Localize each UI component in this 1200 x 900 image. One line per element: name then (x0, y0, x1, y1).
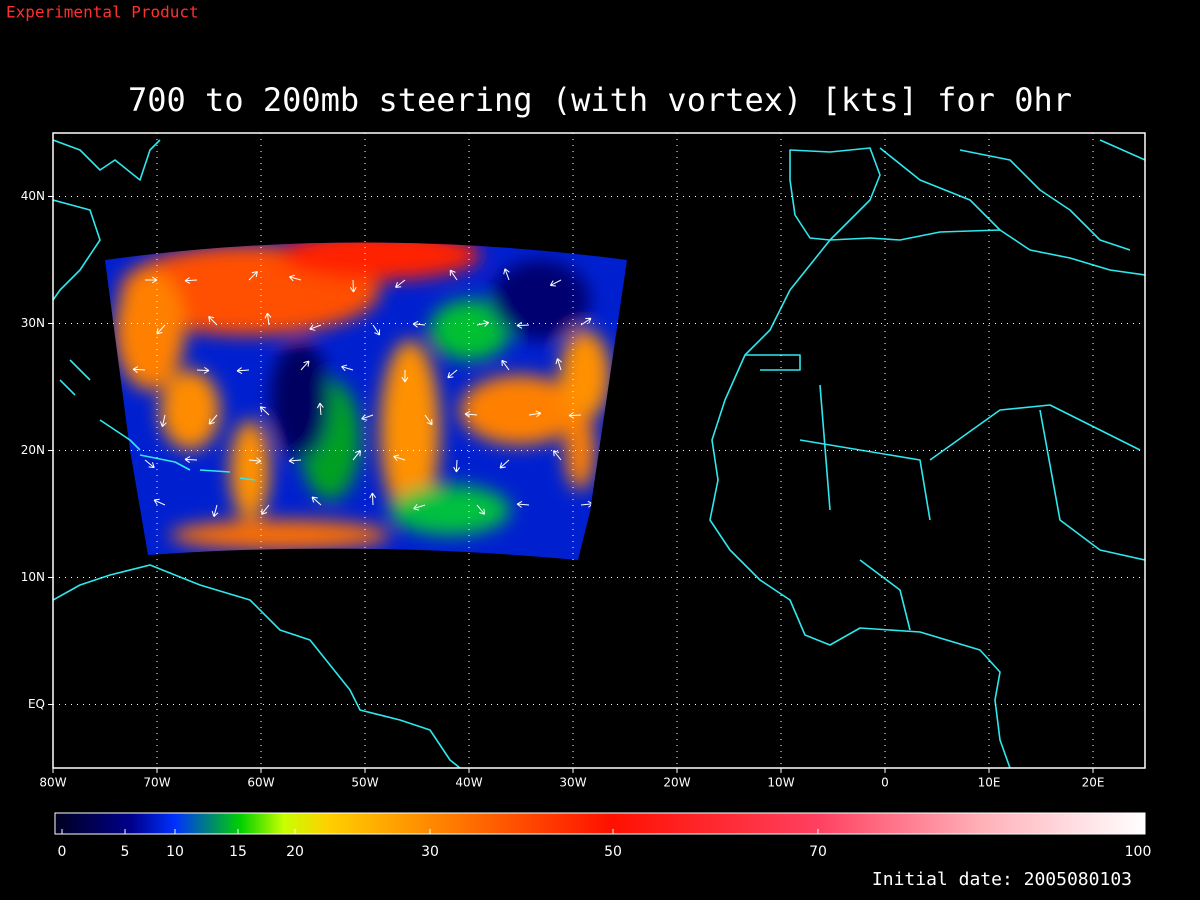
wind-arrow (464, 410, 478, 418)
coastlines (53, 139, 1145, 768)
wind-arrow (516, 321, 530, 329)
colorbar-label: 50 (604, 844, 622, 860)
wind-arrow (132, 366, 146, 373)
wind-arrow (248, 457, 262, 465)
wind-arrow (413, 504, 426, 511)
wind-arrow (309, 324, 322, 331)
x-tick-label: 40W (455, 776, 482, 790)
wind-arrow (476, 320, 490, 327)
colorbar (54, 812, 1146, 835)
colorbar-label: 20 (286, 844, 304, 860)
x-tick-label: 20E (1082, 776, 1105, 790)
wind-arrow (499, 459, 510, 469)
wind-arrow (184, 277, 198, 284)
wind-arrow (372, 324, 381, 336)
x-tick-label: 60W (247, 776, 274, 790)
wind-arrow (453, 459, 461, 473)
colorbar-label: 30 (421, 844, 439, 860)
colorbar-label: 100 (1125, 844, 1152, 860)
experimental-label: Experimental Product (6, 3, 199, 22)
wind-arrow (447, 369, 458, 379)
wind-arrow (393, 454, 406, 461)
wind-arrow (516, 500, 530, 508)
colorbar-label: 15 (229, 844, 247, 860)
wind-arrow (160, 414, 167, 428)
x-tick-label: 30W (559, 776, 586, 790)
x-tick-label: 20W (663, 776, 690, 790)
wind-arrow (501, 359, 510, 371)
colorbar-label: 70 (809, 844, 827, 860)
wind-arrow (145, 276, 158, 284)
wind-arrow (401, 369, 409, 383)
x-tick-label: 80W (39, 776, 66, 790)
x-tick-label: 10W (767, 776, 794, 790)
y-tick-label: 40N (21, 189, 45, 203)
wind-arrow (211, 504, 219, 517)
wind-arrow (349, 279, 357, 293)
wind-arrow (568, 411, 582, 419)
y-tick-label: 20N (21, 443, 45, 457)
wind-arrow (264, 312, 272, 326)
wind-arrow (580, 317, 592, 326)
wind-arrow (424, 414, 433, 426)
wind-arrow (289, 274, 302, 282)
wind-arrow (341, 364, 354, 372)
wind-arrow (395, 279, 406, 288)
map-title: 700 to 200mb steering (with vortex) [kts… (128, 81, 1072, 119)
steering-field (105, 242, 627, 560)
wind-arrow (553, 450, 562, 461)
wind-arrow (300, 360, 310, 371)
wind-arrow (144, 459, 155, 469)
initial-date: Initial date: 2005080103 (872, 869, 1132, 890)
wind-arrow (196, 366, 210, 374)
x-tick-label: 0 (881, 776, 889, 790)
x-tick-label: 70W (143, 776, 170, 790)
wind-arrow (261, 504, 270, 515)
colorbar-label: 5 (121, 844, 130, 860)
y-tick-label: EQ (28, 697, 45, 711)
colorbar-label: 0 (58, 844, 67, 860)
wind-arrow (248, 270, 258, 281)
wind-arrow (476, 504, 486, 515)
wind-arrow (236, 367, 250, 374)
wind-arrow (184, 456, 198, 464)
wind-arrow (316, 402, 324, 416)
wind-arrow (311, 496, 322, 506)
wind-arrow (369, 492, 377, 506)
wind-arrow (549, 279, 562, 287)
colorbar-label: 10 (166, 844, 184, 860)
wind-arrow (555, 358, 563, 371)
wind-arrow (503, 268, 510, 281)
wind-arrow (528, 410, 542, 418)
x-tick-label: 10E (978, 776, 1001, 790)
wind-arrow (449, 269, 458, 281)
x-tick-label: 50W (351, 776, 378, 790)
y-tick-label: 10N (21, 570, 45, 584)
wind-arrow (288, 457, 302, 465)
y-tick-label: 30N (21, 316, 45, 330)
wind-arrow (208, 414, 218, 425)
